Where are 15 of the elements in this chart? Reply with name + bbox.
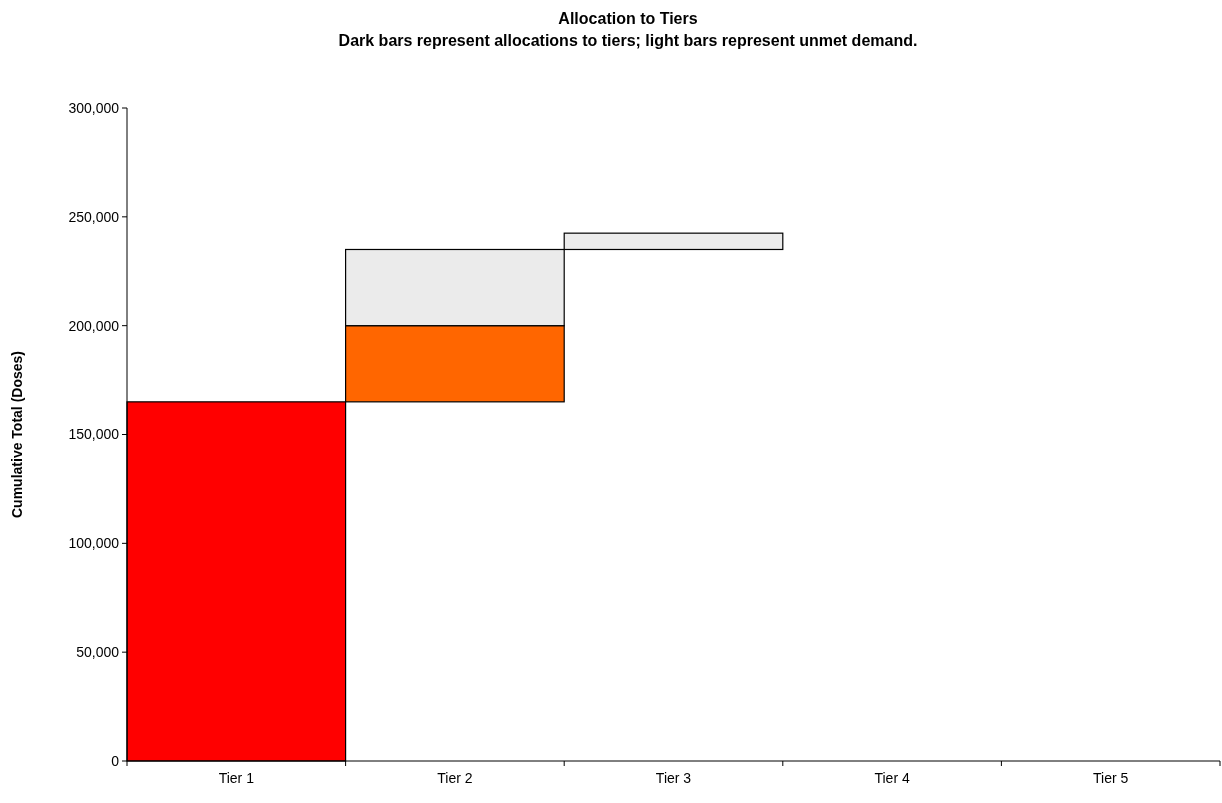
y-tick-label: 300,000 bbox=[68, 99, 120, 116]
x-tick-label: Tier 3 bbox=[655, 770, 692, 786]
x-tick-label: Tier 2 bbox=[437, 770, 473, 786]
x-tick-label: Tier 5 bbox=[1093, 770, 1129, 786]
x-tick-label: Tier 4 bbox=[874, 770, 910, 786]
chart-title: Allocation to Tiers bbox=[558, 10, 698, 27]
y-tick-label: 150,000 bbox=[68, 426, 120, 443]
y-tick-label: 200,000 bbox=[68, 317, 120, 334]
y-tick-label: 250,000 bbox=[68, 208, 120, 225]
x-tick-label: Tier 1 bbox=[218, 770, 255, 786]
y-tick-label: 50,000 bbox=[76, 644, 120, 661]
y-tick-label: 0 bbox=[111, 752, 120, 769]
y-axis-title: Cumulative Total (Doses) bbox=[9, 351, 25, 518]
chart-subtitle: Dark bars represent allocations to tiers; light bars represent unmet demand. bbox=[338, 32, 918, 49]
y-tick-label: 100,000 bbox=[68, 535, 120, 552]
